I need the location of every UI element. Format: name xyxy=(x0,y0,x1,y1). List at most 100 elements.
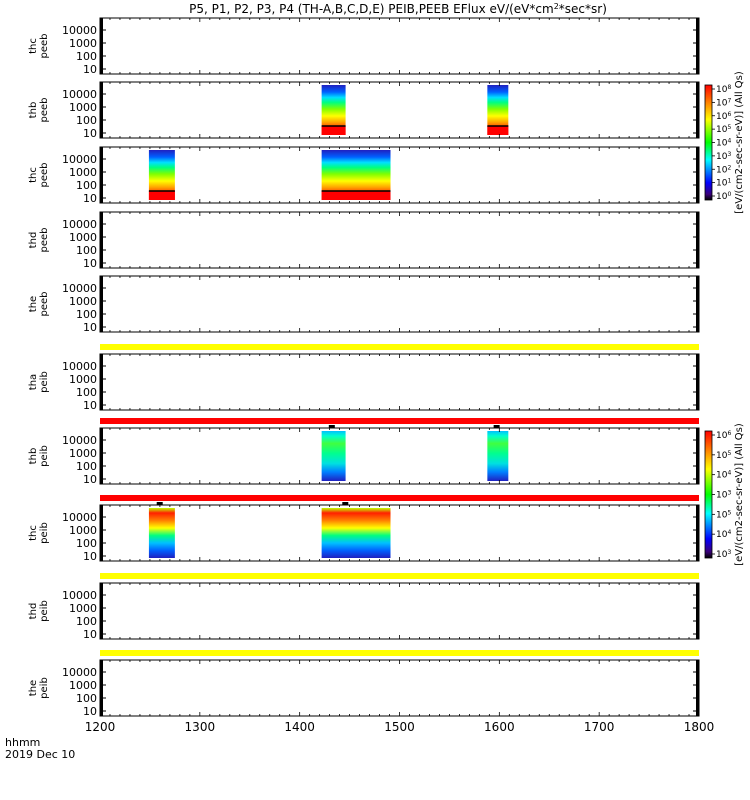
y-axis-label: thdpeib xyxy=(28,600,50,622)
chart-title: P5, P1, P2, P3, P4 (TH-A,B,C,D,E) PEIB,P… xyxy=(189,2,607,17)
y-tick-label: 1000 xyxy=(69,447,97,460)
y-axis-label: thepeeb xyxy=(28,292,50,317)
y-tick-label: 100 xyxy=(76,308,97,321)
y-tick-label: 10 xyxy=(83,192,97,205)
y-tick-label: 100 xyxy=(76,615,97,628)
panel-frame xyxy=(99,659,700,717)
y-tick-label: 1000 xyxy=(69,679,97,692)
y-tick-label: 100 xyxy=(76,460,97,473)
panel-frame xyxy=(99,427,700,485)
colorbar-tick-label: 105 xyxy=(716,509,731,521)
y-tick-label: 10000 xyxy=(62,218,97,231)
y-tick-label: 100 xyxy=(76,50,97,63)
y-tick-label: 100 xyxy=(76,244,97,257)
y-tick-label: 100 xyxy=(76,692,97,705)
y-tick-label: 10000 xyxy=(62,666,97,679)
edge-strip xyxy=(696,147,699,203)
colorbar-tick-label: 104 xyxy=(716,469,731,481)
panel-frame xyxy=(99,17,700,75)
x-tick-label: 1300 xyxy=(185,720,216,734)
y-tick-label: 1000 xyxy=(69,373,97,386)
edge-strip xyxy=(696,505,699,561)
edge-strip xyxy=(696,428,699,484)
x-tick-label: 1600 xyxy=(484,720,515,734)
edge-strip xyxy=(100,354,103,410)
edge-strip xyxy=(696,212,699,268)
y-axis-label: thcpeib xyxy=(28,522,50,544)
colorbar-tick-label: 106 xyxy=(716,430,731,442)
y-tick-label: 10 xyxy=(83,257,97,270)
y-tick-label: 10000 xyxy=(62,282,97,295)
panel-frame xyxy=(99,81,700,139)
colorbar-tick-label: 104 xyxy=(716,137,731,149)
x-tick-label: 1700 xyxy=(584,720,615,734)
low-energy-red-band xyxy=(148,191,175,200)
spectrogram-block xyxy=(321,508,391,558)
y-tick-label: 100 xyxy=(76,537,97,550)
edge-strip xyxy=(100,276,103,332)
panel-frame xyxy=(99,211,700,269)
x-tick-label: 1800 xyxy=(684,720,715,734)
flag-mark xyxy=(342,502,349,505)
band-above-panel xyxy=(100,344,699,350)
low-energy-red-band xyxy=(321,126,346,135)
y-tick-label: 10 xyxy=(83,628,97,641)
colorbar-tick-label: 107 xyxy=(716,97,731,109)
edge-strip xyxy=(100,212,103,268)
colorbar-label: [eV/(cm2-sec-sr-eV)] (All Qs) xyxy=(734,71,745,214)
spectrogram-block xyxy=(487,85,509,135)
y-tick-label: 10 xyxy=(83,63,97,76)
panel-frame xyxy=(99,353,700,411)
edge-strip xyxy=(100,505,103,561)
colorbar-tick-label: 108 xyxy=(716,84,731,96)
colorbar-tick-label: 105 xyxy=(716,449,731,461)
edge-strip xyxy=(696,583,699,639)
y-axis-label: thcpeeb xyxy=(28,34,50,59)
panel-frame xyxy=(99,275,700,333)
flag-mark xyxy=(493,425,500,428)
band-above-panel xyxy=(100,495,699,501)
y-tick-label: 10000 xyxy=(62,153,97,166)
edge-strip xyxy=(696,82,699,138)
x-axis-label: hhmm xyxy=(5,736,40,749)
band-above-panel xyxy=(100,418,699,424)
spectrogram-block xyxy=(321,85,346,135)
colorbar-tick-label: 106 xyxy=(716,110,731,122)
flag-mark xyxy=(156,502,163,505)
low-energy-red-band xyxy=(487,126,509,135)
band-above-panel xyxy=(100,650,699,656)
edge-strip xyxy=(696,660,699,716)
y-tick-label: 100 xyxy=(76,386,97,399)
colorbar-tick-label: 103 xyxy=(716,489,731,501)
colorbar-tick-label: 104 xyxy=(716,529,731,541)
panels-group: 10100100010000thcpeeb10100100010000thbpe… xyxy=(28,17,715,734)
y-tick-label: 100 xyxy=(76,114,97,127)
colorbar-2: 106 105 104 103 105 104 103 [eV/(cm2-sec-sr-eV)… xyxy=(704,423,745,566)
y-tick-label: 10 xyxy=(83,705,97,718)
edge-strip xyxy=(100,18,103,74)
y-tick-label: 1000 xyxy=(69,295,97,308)
x-tick-label: 1500 xyxy=(384,720,415,734)
y-tick-label: 10 xyxy=(83,399,97,412)
y-axis-label: thdpeeb xyxy=(28,228,50,253)
y-tick-label: 10 xyxy=(83,127,97,140)
spectrogram-block xyxy=(148,508,175,558)
y-tick-label: 100 xyxy=(76,179,97,192)
panel-frame xyxy=(99,582,700,640)
y-tick-label: 10000 xyxy=(62,360,97,373)
panel-frame xyxy=(99,146,700,204)
spectrogram-block xyxy=(321,431,346,481)
colorbar-label: [eV/(cm2-sec-sr-eV)] (All Qs) xyxy=(734,423,745,566)
y-tick-label: 10000 xyxy=(62,88,97,101)
